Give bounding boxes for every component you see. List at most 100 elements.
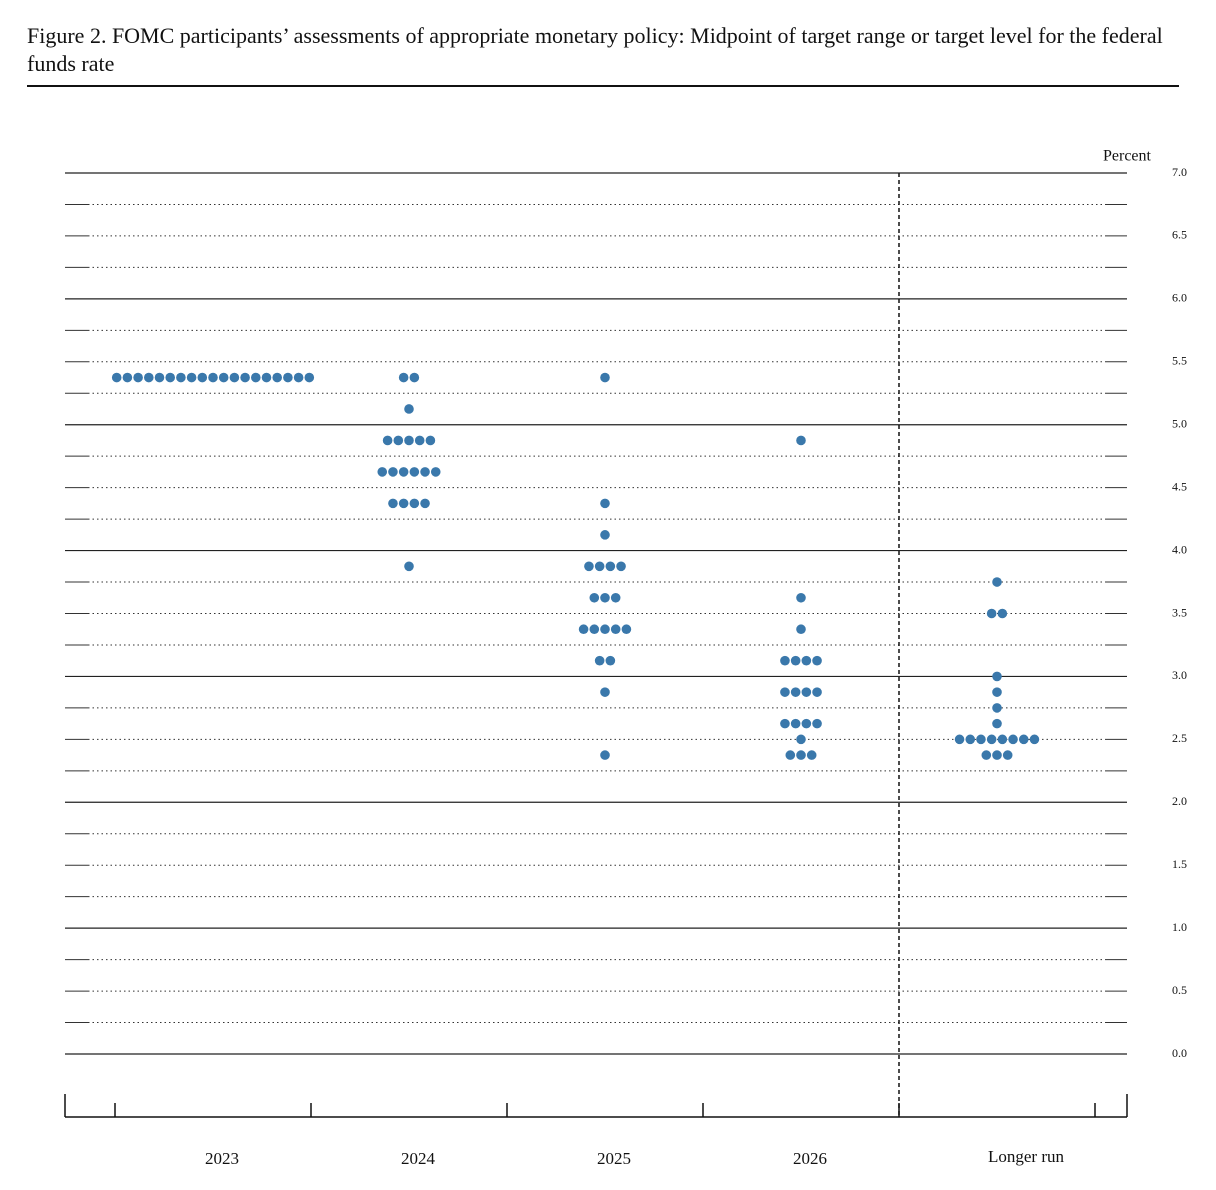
dot (780, 655, 790, 666)
dot (240, 372, 250, 383)
x-tick-label: 2025 (597, 1149, 631, 1168)
dot (409, 372, 420, 383)
dot (780, 718, 790, 729)
dot (992, 750, 1002, 760)
dot (600, 498, 610, 509)
y-tick-label: 3.0 (1172, 668, 1187, 682)
dot (382, 435, 393, 446)
dot (304, 372, 315, 383)
dot (812, 687, 822, 697)
dot (796, 750, 806, 760)
dot (261, 372, 272, 383)
dot (790, 718, 801, 729)
dot (610, 592, 621, 603)
dot (133, 372, 143, 383)
dot (594, 561, 605, 572)
dot (420, 498, 430, 509)
dot (997, 734, 1008, 745)
dot (954, 734, 965, 745)
dot (186, 372, 197, 383)
dot (986, 734, 997, 745)
dot (589, 624, 600, 635)
dot (144, 372, 154, 383)
dot (610, 624, 621, 635)
dot (600, 750, 610, 760)
dot (600, 592, 610, 603)
dot (409, 467, 420, 477)
dot (251, 372, 261, 383)
dot (154, 372, 165, 383)
dot (600, 530, 610, 540)
y-tick-label: 4.5 (1172, 479, 1187, 493)
dot (594, 655, 605, 666)
dot (806, 750, 817, 760)
dot (992, 687, 1002, 697)
dot (605, 561, 616, 572)
chart-title: Figure 2. FOMC participants’ assessments… (27, 23, 1163, 76)
dot (388, 498, 398, 509)
dot (414, 435, 425, 446)
x-tick-label: 2026 (793, 1149, 827, 1168)
dot (111, 372, 122, 383)
dot (1002, 750, 1013, 760)
dot (584, 561, 594, 572)
dot (404, 404, 414, 414)
dot (981, 750, 992, 760)
dot (404, 435, 414, 446)
y-tick-label: 0.0 (1172, 1046, 1187, 1060)
dot (430, 467, 441, 477)
dot (812, 655, 822, 666)
y-tick-label: 1.5 (1172, 857, 1187, 871)
dot (965, 734, 976, 745)
dot (801, 718, 812, 729)
dot (1018, 734, 1029, 745)
dot (780, 687, 790, 697)
dot (796, 624, 806, 635)
x-tick-label: 2024 (401, 1149, 436, 1168)
dot (790, 655, 801, 666)
dot (218, 372, 229, 383)
dot (790, 687, 801, 697)
dot (605, 655, 616, 666)
dot (420, 467, 430, 477)
dot (992, 703, 1002, 713)
dot (122, 372, 133, 383)
dot (197, 372, 208, 383)
y-tick-label: 6.5 (1172, 228, 1187, 242)
dot (785, 750, 796, 760)
y-tick-label: 3.5 (1172, 605, 1187, 619)
y-tick-label: 2.5 (1172, 731, 1187, 745)
dot (997, 608, 1008, 619)
dot (976, 734, 986, 745)
dot (165, 372, 175, 383)
dot (621, 624, 632, 635)
dot (986, 608, 997, 619)
dot (578, 624, 589, 635)
dot (404, 561, 414, 572)
dot (992, 718, 1002, 729)
dot (1008, 734, 1018, 745)
y-tick-label: 2.0 (1172, 794, 1187, 808)
dot (398, 498, 409, 509)
x-tick-label: Longer run (988, 1147, 1065, 1166)
y-tick-label: 7.0 (1172, 165, 1187, 179)
dot (377, 467, 388, 477)
dot (388, 467, 398, 477)
dot (398, 372, 409, 383)
y-axis-label: Percent (1103, 148, 1152, 165)
dot (600, 624, 610, 635)
dot (398, 467, 409, 477)
y-tick-label: 5.0 (1172, 416, 1187, 430)
dot (229, 372, 240, 383)
dot (801, 655, 812, 666)
y-tick-label: 4.0 (1172, 542, 1187, 556)
dot (409, 498, 420, 509)
dot (393, 435, 404, 446)
y-tick-label: 1.0 (1172, 920, 1187, 934)
dot (796, 734, 806, 745)
dot (176, 372, 186, 383)
dot (600, 687, 610, 697)
dot (600, 372, 610, 383)
dot (796, 435, 806, 446)
